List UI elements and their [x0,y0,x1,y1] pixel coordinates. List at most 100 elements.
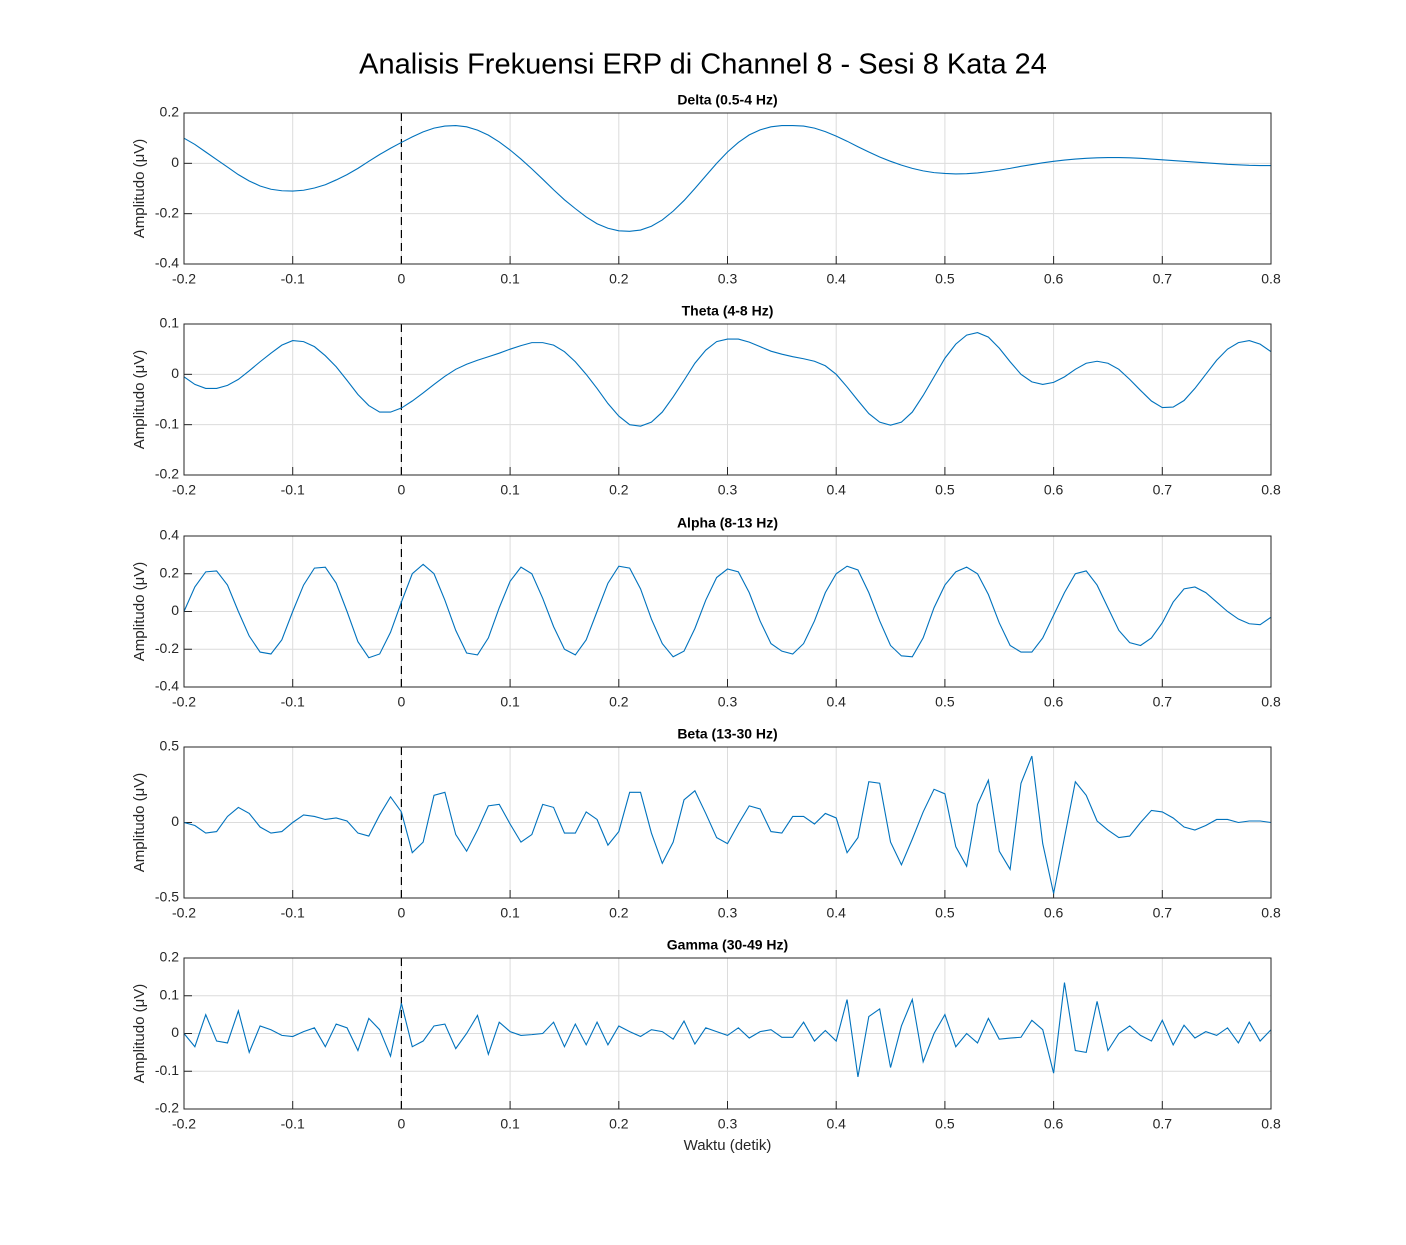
subplot: -0.2 -0.1 0 0.1 0.2 0.3 0.4 0.5 0.6 0.7 0.8 -0.2 -0.… [131,303,1281,498]
x-tick-label: 0.8 [1261,1116,1281,1132]
subplot-title: Theta (4-8 Hz) [682,303,774,319]
y-axis-label: Amplitudo (μV) [131,984,148,1084]
x-tick-label: 0.4 [826,271,846,287]
x-tick-label: 0 [398,271,406,287]
axes-frame [183,957,1272,1110]
subplot: -0.2 -0.1 0 0.1 0.2 0.3 0.4 0.5 0.6 0.7 0.8 -0.2 -0.… [131,937,1281,1154]
y-tick-label: -0.5 [155,889,179,905]
y-tick-label: 0 [171,602,179,618]
x-tick-label: 0.7 [1153,694,1173,710]
x-tick-label: 0.5 [935,694,955,710]
x-tick-label: 0.8 [1261,694,1281,710]
x-tick-label: 0.7 [1153,482,1173,498]
y-axis-label: Amplitudo (μV) [131,350,148,450]
x-tick-label: -0.1 [281,482,305,498]
subplot: -0.2 -0.1 0 0.1 0.2 0.3 0.4 0.5 0.6 0.7 0.8 -0.5 0 0.… [131,726,1281,921]
axes-frame [183,535,1272,688]
signal-line [183,755,1272,894]
subplot-title: Beta (13-30 Hz) [677,726,777,742]
axes-frame [183,746,1272,899]
x-tick-label: 0.6 [1044,905,1064,921]
x-tick-label: -0.2 [172,694,196,710]
y-tick-label: -0.2 [155,204,179,220]
signal-line [183,563,1272,659]
x-tick-label: 0.3 [718,694,738,710]
x-tick-label: 0.6 [1044,1116,1064,1132]
x-tick-label: 0.3 [718,482,738,498]
signal-line [183,125,1271,232]
y-tick-label: 0 [171,154,179,170]
subplot-title: Delta (0.5-4 Hz) [677,92,777,108]
y-axis-label: Amplitudo (μV) [131,139,148,239]
y-tick-label: -0.2 [155,466,179,482]
x-tick-label: 0.4 [826,1116,846,1132]
y-tick-label: 0 [171,365,179,381]
x-tick-label: 0.4 [826,694,846,710]
x-tick-label: 0.5 [935,482,955,498]
x-tick-label: 0.1 [500,905,520,921]
axes-frame [183,112,1272,265]
x-tick-label: 0.8 [1261,482,1281,498]
y-tick-label: -0.4 [155,678,179,694]
x-tick-label: 0.8 [1261,271,1281,287]
x-tick-label: 0.6 [1044,694,1064,710]
x-tick-label: 0.2 [609,271,629,287]
x-tick-label: 0.3 [718,1116,738,1132]
x-tick-label: 0.1 [500,271,520,287]
x-tick-label: -0.2 [172,271,196,287]
x-tick-label: 0.4 [826,482,846,498]
figure-title: Analisis Frekuensi ERP di Channel 8 - Se… [359,49,1047,81]
x-tick-label: 0.5 [935,905,955,921]
x-tick-label: 0.3 [718,905,738,921]
x-tick-label: 0 [398,905,406,921]
y-tick-label: -0.1 [155,415,179,431]
x-tick-label: 0.5 [935,1116,955,1132]
x-tick-label: 0.5 [935,271,955,287]
y-tick-label: 0.2 [160,104,180,120]
x-tick-label: 0.2 [609,694,629,710]
x-tick-label: 0.1 [500,1116,520,1132]
x-tick-label: 0 [398,1116,406,1132]
signal-line [183,982,1272,1078]
y-tick-label: -0.2 [155,640,179,656]
x-tick-label: 0.7 [1153,1116,1173,1132]
x-tick-label: 0.2 [609,482,629,498]
x-tick-label: 0.6 [1044,482,1064,498]
y-tick-label: 0.5 [160,738,180,754]
x-tick-label: 0.4 [826,905,846,921]
signal-line [183,331,1272,427]
x-tick-label: 0.2 [609,905,629,921]
x-axis-label: Waktu (detik) [684,1137,772,1154]
x-tick-label: -0.1 [281,694,305,710]
x-tick-label: -0.1 [281,271,305,287]
x-tick-label: -0.2 [172,482,196,498]
y-tick-label: 0.1 [160,986,180,1002]
y-tick-label: -0.2 [155,1100,179,1116]
y-tick-label: -0.1 [155,1062,179,1078]
y-tick-label: 0.1 [160,315,180,331]
x-tick-label: 0 [398,482,406,498]
y-tick-label: 0.4 [160,527,180,543]
y-tick-label: 0.2 [160,949,180,965]
y-tick-label: 0 [171,1024,179,1040]
subplot-title: Gamma (30-49 Hz) [667,937,788,953]
y-tick-label: 0.2 [160,564,180,580]
x-tick-label: -0.2 [172,905,196,921]
x-tick-label: -0.2 [172,1116,196,1132]
y-axis-label: Amplitudo (μV) [131,773,148,873]
axes-frame [183,323,1272,476]
subplot: -0.2 -0.1 0 0.1 0.2 0.3 0.4 0.5 0.6 0.7 0.8-0.4-0.… [131,92,1281,287]
subplot-title: Alpha (8-13 Hz) [677,515,778,531]
y-tick-label: -0.4 [155,255,179,271]
x-tick-label: 0.1 [500,694,520,710]
x-tick-label: 0.6 [1044,271,1064,287]
subplot: -0.2 -0.1 0 0.1 0.2 0.3 0.4 0.5 0.6 0.7 0.8-0.4-0.… [131,515,1281,710]
x-tick-label: 0 [398,694,406,710]
x-tick-label: 0.7 [1153,271,1173,287]
x-tick-label: 0.2 [609,1116,629,1132]
x-tick-label: 0.7 [1153,905,1173,921]
x-tick-label: 0.8 [1261,905,1281,921]
y-axis-label: Amplitudo (μV) [131,562,148,662]
